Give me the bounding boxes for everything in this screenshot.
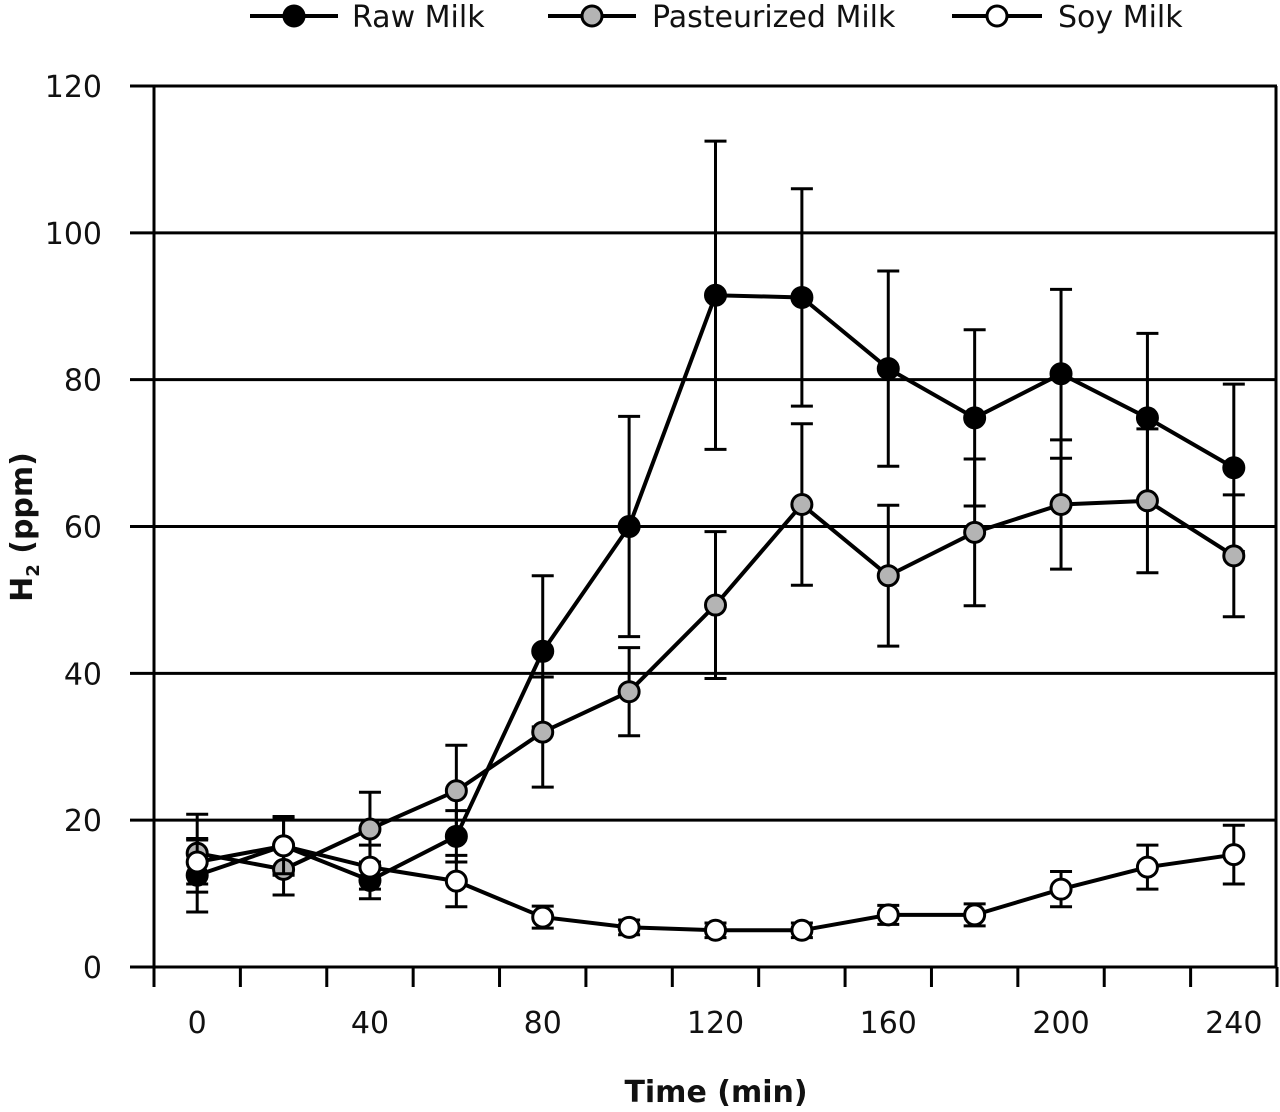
data-point bbox=[790, 492, 814, 516]
y-tick-label: 40 bbox=[64, 657, 102, 692]
data-point bbox=[1135, 855, 1159, 879]
y-tick-label: 60 bbox=[64, 511, 102, 546]
legend-marker bbox=[282, 4, 306, 28]
data-point bbox=[1049, 362, 1073, 386]
y-tick-label: 100 bbox=[45, 217, 102, 252]
y-tick-label: 120 bbox=[45, 70, 102, 105]
data-point bbox=[1222, 843, 1246, 867]
legend-marker bbox=[985, 4, 1009, 28]
data-point bbox=[704, 918, 727, 942]
data-point bbox=[790, 285, 814, 309]
axes bbox=[130, 84, 1279, 987]
data-point bbox=[272, 834, 296, 858]
x-tick-label: 240 bbox=[1205, 1006, 1262, 1041]
data-point bbox=[790, 918, 814, 942]
data-point bbox=[1222, 544, 1246, 568]
y-tick-labels: 0 20 40 60 80 100 120 bbox=[45, 70, 102, 986]
x-tick-label: 160 bbox=[860, 1006, 917, 1041]
legend-item: Pasteurized Milk bbox=[548, 0, 896, 35]
data-point bbox=[1135, 406, 1159, 430]
data-point bbox=[531, 905, 555, 929]
data-point bbox=[444, 779, 468, 803]
data-point bbox=[531, 720, 555, 744]
data-point bbox=[444, 869, 468, 893]
y-axis-title-unit: (ppm) bbox=[5, 452, 40, 554]
legend: Raw Milk Pasteurized Milk Soy Milk bbox=[250, 0, 1183, 35]
data-point bbox=[358, 817, 382, 841]
x-tick-label: 200 bbox=[1032, 1006, 1089, 1041]
x-tick-label: 80 bbox=[524, 1006, 562, 1041]
data-point bbox=[1222, 456, 1246, 480]
x-tick-label: 0 bbox=[188, 1006, 207, 1041]
data-point bbox=[1135, 489, 1159, 513]
data-point bbox=[617, 515, 641, 538]
y-axis-title-sub: 2 bbox=[23, 564, 44, 577]
y-tick-label: 20 bbox=[64, 804, 102, 839]
data-point bbox=[963, 406, 987, 430]
data-point bbox=[185, 850, 209, 874]
legend-label: Soy Milk bbox=[1058, 0, 1183, 35]
data-point bbox=[358, 855, 382, 879]
y-axis-title-space bbox=[5, 554, 40, 564]
x-tick-labels: 0 40 80 120 160 200 240 bbox=[188, 1006, 1263, 1041]
data-point bbox=[531, 639, 555, 663]
series-group bbox=[185, 139, 1246, 942]
data-point bbox=[704, 593, 727, 617]
series-soy-milk bbox=[185, 816, 1246, 942]
data-point bbox=[617, 680, 641, 704]
data-point bbox=[617, 915, 641, 939]
y-tick-label: 0 bbox=[83, 951, 102, 986]
data-point bbox=[876, 564, 900, 588]
x-tick-label: 120 bbox=[687, 1006, 744, 1041]
legend-marker bbox=[580, 4, 604, 28]
legend-label: Raw Milk bbox=[352, 0, 485, 35]
data-point bbox=[704, 283, 727, 307]
series-line bbox=[196, 843, 1235, 933]
svg-text:H2 (ppm): H2 (ppm) bbox=[5, 452, 44, 602]
data-point bbox=[876, 357, 900, 381]
data-point bbox=[1049, 877, 1073, 901]
series-pasteurized-milk bbox=[185, 422, 1246, 897]
y-tick-label: 80 bbox=[64, 364, 102, 399]
x-tick-label: 40 bbox=[351, 1006, 389, 1041]
data-point bbox=[1049, 492, 1073, 516]
data-point bbox=[963, 903, 987, 927]
x-axis-title: Time (min) bbox=[624, 1075, 807, 1110]
data-point bbox=[876, 903, 900, 927]
y-axis-title: H2 (ppm) bbox=[5, 452, 44, 602]
legend-label: Pasteurized Milk bbox=[652, 0, 896, 35]
legend-item: Soy Milk bbox=[952, 0, 1183, 35]
data-point bbox=[963, 520, 987, 544]
y-axis-title-main: H bbox=[5, 577, 40, 602]
legend-item: Raw Milk bbox=[250, 0, 485, 35]
